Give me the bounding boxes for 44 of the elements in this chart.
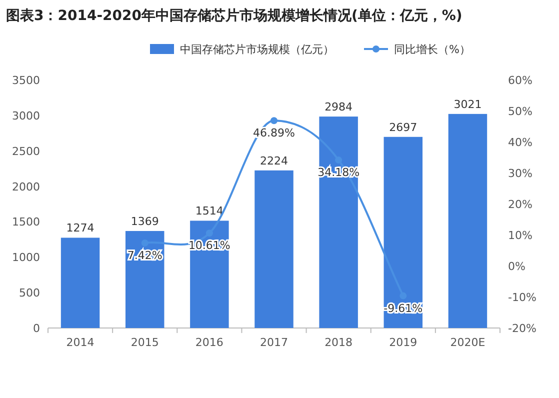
y2-tick-label: 60%: [508, 74, 532, 87]
bar: [254, 170, 294, 328]
x-tick-label: 2019: [389, 336, 418, 349]
y2-tick-label: 30%: [508, 167, 532, 180]
x-tick-label: 2014: [66, 336, 94, 349]
bar: [60, 238, 100, 328]
y-tick-label: 500: [19, 286, 40, 300]
x-tick-label: 2020E: [450, 336, 486, 349]
data-label: 1274: [66, 222, 94, 235]
bar: [384, 136, 423, 328]
x-tick-label: 2015: [130, 336, 159, 349]
data-label: 2697: [389, 120, 418, 134]
bar: [448, 114, 488, 328]
y-tick-label: 0: [33, 322, 40, 335]
bar: [125, 230, 164, 328]
x-tick-label: 2017: [260, 336, 288, 349]
y2-tick-label: 50%: [508, 105, 532, 118]
data-label: -9.61%: [384, 302, 423, 315]
y-tick-label: 2500: [12, 144, 40, 158]
x-tick-label: 2018: [324, 336, 353, 349]
y-tick-label: 1000: [12, 251, 40, 264]
y2-tick-label: -10%: [508, 291, 536, 304]
point: [270, 117, 278, 124]
y2-tick-label: 40%: [508, 136, 532, 149]
y-tick-label: 3000: [12, 109, 40, 122]
y2-tick-label: 0%: [508, 260, 526, 273]
chart-title: 图表3：2014-2020年中国存储芯片市场规模增长情况(单位：亿元，%): [6, 7, 462, 24]
legend-label: 同比增长（%）: [394, 43, 470, 56]
y-tick-label: 1500: [12, 216, 40, 229]
x-tick-label: 2016: [195, 336, 224, 349]
data-label: 1369: [130, 214, 159, 228]
y-tick-label: 2000: [12, 180, 40, 194]
y2-tick-label: 20%: [508, 198, 532, 211]
y-tick-label: 3500: [12, 74, 40, 87]
data-label: 2224: [260, 154, 288, 168]
legend-label: 中国存储芯片市场规模（亿元）: [180, 43, 334, 56]
data-label: 3021: [454, 98, 482, 111]
bar: [190, 220, 229, 328]
y2-tick-label: -20%: [508, 322, 536, 335]
bar: [319, 116, 358, 328]
data-label: 1514: [195, 204, 224, 218]
y2-tick-label: 10%: [508, 229, 532, 242]
data-label: 2984: [324, 100, 353, 114]
data-label: 7.42%: [127, 249, 162, 262]
